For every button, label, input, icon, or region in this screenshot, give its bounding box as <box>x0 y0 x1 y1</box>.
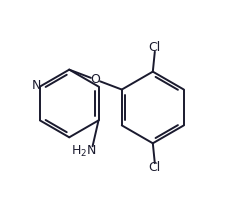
Text: O: O <box>91 73 100 86</box>
Text: Cl: Cl <box>149 41 161 54</box>
Text: Cl: Cl <box>149 161 161 174</box>
Text: H$_2$N: H$_2$N <box>71 144 96 159</box>
Text: N: N <box>32 79 41 92</box>
